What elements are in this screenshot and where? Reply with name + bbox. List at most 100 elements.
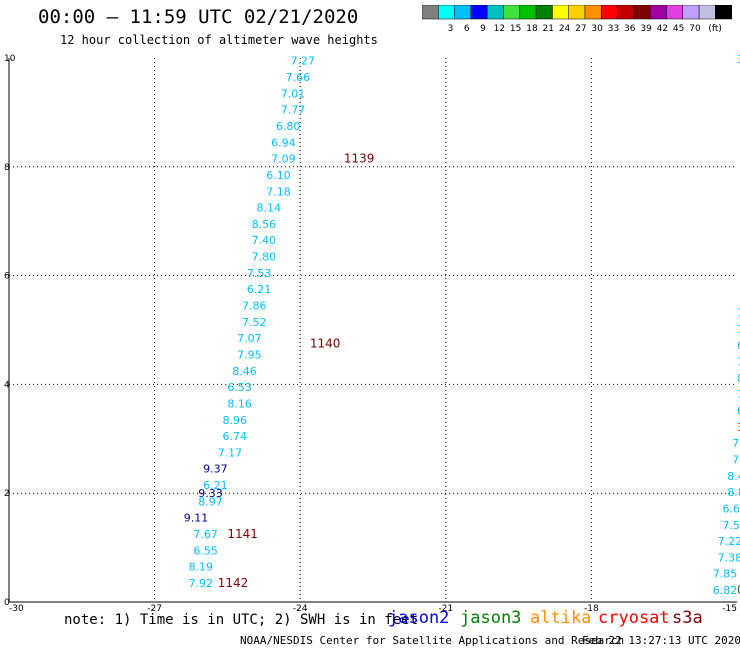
swh-value-label: 8.56	[252, 218, 277, 231]
legend-jason3: jason3	[460, 608, 522, 628]
swh-value-label: 9.37	[203, 463, 228, 476]
swh-value-label: 11.55	[737, 323, 740, 336]
swh-value-label: 7.56	[722, 519, 740, 532]
swh-value-label: 9.11	[184, 512, 209, 525]
x-tick-label: -30	[9, 604, 24, 614]
swh-value-label: 7.67	[193, 528, 218, 541]
swh-value-label: 7.53	[247, 267, 272, 280]
pass-number-label: 1139	[344, 152, 375, 166]
swh-value-label: 7.07	[237, 332, 262, 345]
colorbar-label: 3	[448, 24, 454, 34]
swh-value-label: 8.46	[232, 365, 257, 378]
pass-number-label: 1142	[218, 576, 249, 590]
colorbar-label: 21	[543, 24, 554, 34]
x-tick-label: -21	[438, 604, 453, 614]
colorbar-label: 45	[673, 24, 684, 34]
colorbar-label: 9	[480, 24, 486, 34]
x-tick-label: -15	[722, 604, 737, 614]
colorbar-unit: (ft)	[708, 24, 722, 34]
swh-value-label: 6.55	[193, 544, 218, 557]
swh-value-label: 6.68	[300, 6, 325, 19]
colorbar-label: 33	[608, 24, 619, 34]
swh-value-label: 7.40	[252, 234, 277, 247]
swh-value-label: 7.86	[242, 300, 267, 313]
swh-value-label: 7.85	[713, 568, 738, 581]
swh-value-label: 7.35	[300, 0, 325, 2]
y-tick-label: 6	[4, 272, 10, 282]
colorbar-label: 36	[624, 24, 636, 34]
y-tick-label: 8	[4, 163, 10, 173]
swh-value-label: 8.16	[227, 397, 252, 410]
swh-value-label: 6.10	[266, 169, 291, 182]
swh-value-label: 6.82	[713, 584, 738, 597]
swh-value-label: 8.04	[737, 372, 740, 385]
swh-value-label: 7.66	[286, 71, 311, 84]
swh-value-label: 8.96	[223, 414, 248, 427]
colorbar-label: 30	[591, 24, 603, 34]
wave-height-colorbar: 3 6 9 12 15 18 21 24 27 30 33 36 39 42 45 70 (ft)	[422, 5, 732, 34]
swh-value-label: 7.82	[295, 22, 320, 35]
colorbar-label: 39	[640, 24, 652, 34]
credit-line: NOAA/NESDIS Center for Satellite Applica…	[240, 634, 625, 647]
swh-value-label: 7.18	[266, 185, 291, 198]
swh-value-label: 3	[737, 53, 740, 66]
swh-value-label: 6.74	[223, 430, 248, 443]
colorbar-label: 42	[657, 24, 668, 34]
swh-value-label: 7.87	[737, 388, 740, 401]
swh-value-label: 7.77	[281, 104, 306, 117]
chart-subtitle: 12 hour collection of altimeter wave hei…	[60, 33, 378, 47]
y-tick-label: 10	[4, 54, 16, 64]
swh-value-label: 6.81	[737, 405, 740, 418]
colorbar-label: 24	[559, 24, 571, 34]
legend-altika: altika	[530, 608, 592, 628]
swh-value-label: 8.97	[198, 495, 223, 508]
swh-value-label: 30.37	[737, 421, 740, 434]
legend-cryosat: cryosat	[598, 608, 670, 628]
colorbar-label: 12	[494, 24, 505, 34]
chart-title: 00:00 – 11:59 UTC 02/21/2020	[38, 6, 359, 28]
swh-value-label: 7.22	[718, 535, 740, 548]
data-layer: 7.92 8.19 6.55 7.67 8.97 6.21 7.17 6.74 8.96 8.16…	[184, 0, 740, 597]
colorbar-label: 18	[526, 24, 538, 34]
swh-value-label: 6.21	[247, 283, 272, 296]
swh-value-label: 6.53	[227, 381, 252, 394]
legend-s3a: s3a	[672, 608, 703, 628]
y-tick-label: 4	[4, 380, 10, 390]
swh-value-label: 6.21	[203, 479, 228, 492]
footnote: note: 1) Time is in UTC; 2) SWH is in fe…	[64, 612, 419, 628]
swh-value-label: 8.14	[257, 202, 282, 215]
y-tick-label: 0	[4, 598, 10, 608]
pass-number-label: 1140	[310, 337, 341, 351]
swh-value-label: 7.09	[271, 153, 296, 166]
x-tick-label: -27	[147, 604, 162, 614]
colorbar-label: 6	[464, 24, 470, 34]
y-tick-label: 2	[4, 489, 10, 499]
swh-value-label: 8.87	[727, 486, 740, 499]
x-tick-label: -18	[584, 604, 599, 614]
generation-timestamp: Feb 22 13:27:13 UTC 2020	[582, 634, 740, 647]
swh-value-label: 7.52	[242, 316, 267, 329]
swh-value-label: 7.56	[732, 453, 740, 466]
swh-value-label: 6.80	[276, 120, 301, 133]
swh-value-label: 7.68	[732, 437, 740, 450]
colorbar-label: 70	[689, 24, 701, 34]
swh-value-label: 7	[737, 307, 740, 320]
swh-value-label: 6.68	[722, 502, 740, 515]
swh-value-label: 6.94	[271, 136, 296, 149]
x-tick-label: -24	[293, 604, 308, 614]
swh-value-label: 7.92	[189, 577, 214, 590]
colorbar-label: 15	[510, 24, 521, 34]
swh-value-label: 8.47	[727, 470, 740, 483]
colorbar-swatch	[715, 5, 732, 20]
swh-value-label: 9.33	[198, 487, 223, 500]
legend-jason2: jason2	[388, 608, 450, 628]
pass-number-label: 1141	[227, 527, 258, 541]
colorbar-label: 27	[575, 24, 586, 34]
swh-value-label: 7.80	[252, 251, 277, 264]
swh-value-label: 8.19	[189, 561, 214, 574]
swh-value-label: 7.27	[290, 55, 315, 68]
swh-value-label: 6.46	[737, 339, 740, 352]
swh-value-label: 7.95	[237, 348, 262, 361]
pass-number-label: 0736	[737, 583, 740, 597]
